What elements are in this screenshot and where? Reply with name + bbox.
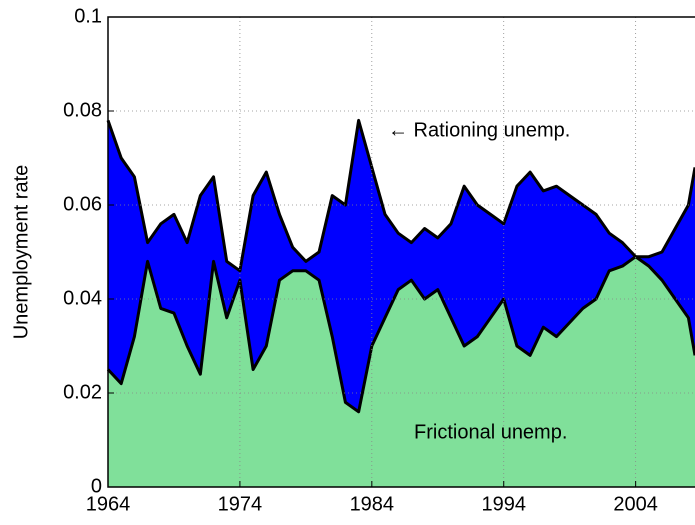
x-tick-label: 1994: [481, 493, 526, 515]
x-tick-label: 1974: [218, 493, 263, 515]
y-tick-label: 0.02: [63, 381, 102, 403]
y-tick-label: 0.08: [63, 99, 102, 121]
x-tick-label: 1964: [86, 493, 131, 515]
y-tick-label: 0.06: [63, 193, 102, 215]
x-tick-label: 2004: [613, 493, 658, 515]
area-edge: [106, 255, 695, 414]
x-tick-label: 1984: [350, 493, 395, 515]
annotation: ← Rationing unemp.: [388, 119, 570, 141]
annotation: Frictional unemp.: [414, 421, 567, 443]
y-axis-label: Unemployment rate: [10, 165, 32, 340]
y-tick-label: 0: [91, 475, 102, 497]
y-tick-label: 0.1: [74, 5, 102, 27]
area: [108, 256, 695, 487]
area-edge: [106, 118, 695, 273]
axes: [107, 16, 695, 488]
y-tick-label: 0.04: [63, 287, 102, 309]
